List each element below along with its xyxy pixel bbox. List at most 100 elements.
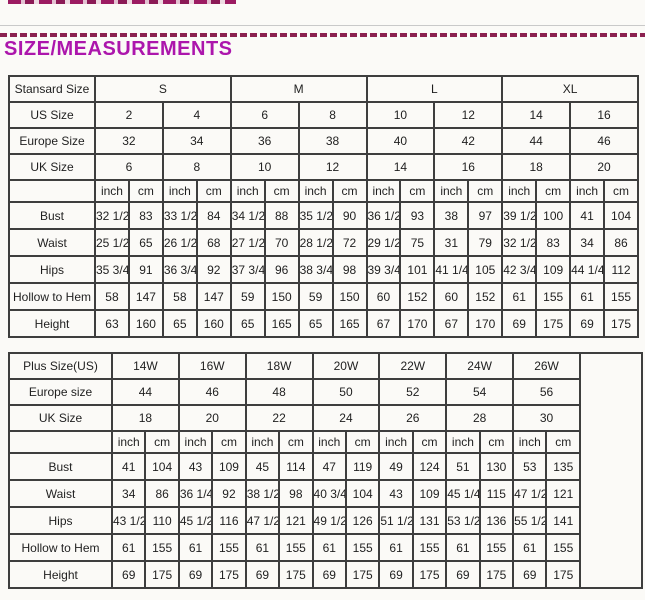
size-group-cell: 14W (111, 352, 180, 380)
measurement-value-cell: 61 (244, 533, 281, 562)
measurement-value-cell: 69 (569, 309, 606, 338)
measurement-value-cell: 114 (278, 452, 314, 481)
measurement-value-cell: 38 3/4 (297, 255, 334, 284)
measurement-value-cell: 96 (263, 255, 300, 284)
measurement-value-cell: 47 1/2 (512, 479, 548, 508)
measurement-value-cell: 155 (603, 282, 639, 311)
measurement-value-cell: 100 (535, 201, 572, 230)
size-value-cell: 50 (311, 378, 381, 406)
measurement-value-cell: 36 1/4 (177, 479, 214, 508)
measurement-value-cell: 47 1/2 (244, 506, 281, 535)
size-value-cell: 20 (177, 404, 247, 432)
measurement-value-cell: 53 1/2 (445, 506, 481, 535)
measurement-value-cell: 91 (127, 255, 164, 284)
unit-cell: inch (512, 430, 548, 454)
measurement-value-cell: 69 (501, 309, 538, 338)
measurement-value-cell: 65 (161, 309, 198, 338)
size-value-cell: 20 (569, 153, 639, 181)
row-label: Europe Size (8, 127, 96, 155)
measurement-value-cell: 26 1/2 (161, 228, 198, 257)
row-label: Bust (8, 201, 96, 230)
row-label: US Size (8, 101, 96, 129)
measurement-value-cell: 175 (603, 309, 639, 338)
measurement-value-cell: 105 (467, 255, 504, 284)
size-value-cell: 6 (229, 101, 300, 129)
size-value-cell: 18 (111, 404, 180, 432)
size-value-cell: 18 (501, 153, 572, 181)
measurement-value-cell: 69 (110, 560, 147, 589)
unit-cell: cm (478, 430, 515, 454)
measurement-value-cell: 175 (411, 560, 448, 589)
measurement-value-cell: 33 1/2 (161, 201, 198, 230)
measurement-value-cell: 175 (478, 560, 515, 589)
page-title: SIZE/MEASUREMENTS (4, 38, 233, 60)
measurement-value-cell: 51 (445, 452, 481, 481)
size-value-cell: 2 (94, 101, 164, 129)
measurement-value-cell: 92 (211, 479, 247, 508)
measurement-value-cell: 115 (478, 479, 515, 508)
measurement-value-cell: 58 (94, 282, 130, 311)
measurement-value-cell: 32 1/2 (501, 228, 538, 257)
unit-cell: cm (263, 179, 300, 203)
measurement-value-cell: 155 (411, 533, 448, 562)
measurement-value-cell: 68 (195, 228, 232, 257)
measurement-value-cell: 155 (344, 533, 381, 562)
size-value-cell: 48 (244, 378, 314, 406)
measurement-value-cell: 36 1/2 (365, 201, 402, 230)
measurement-value-cell: 150 (263, 282, 300, 311)
measurement-value-cell: 41 (110, 452, 147, 481)
unit-cell: cm (195, 179, 232, 203)
row-label: Bust (8, 452, 113, 481)
divider-hairline (0, 25, 645, 26)
empty-cell (579, 352, 643, 589)
measurement-value-cell: 60 (365, 282, 402, 311)
measurement-value-cell: 104 (603, 201, 639, 230)
measurement-value-cell: 69 (378, 560, 414, 589)
measurement-value-cell: 155 (478, 533, 515, 562)
row-label: Hollow to Hem (8, 533, 113, 562)
unit-cell: cm (411, 430, 448, 454)
size-group-cell: 26W (512, 352, 581, 380)
measurement-value-cell: 28 1/2 (297, 228, 334, 257)
size-value-cell: 34 (161, 127, 232, 155)
unit-cell: cm (211, 430, 247, 454)
measurement-value-cell: 45 (244, 452, 281, 481)
measurement-value-cell: 147 (127, 282, 164, 311)
measurement-value-cell: 90 (331, 201, 368, 230)
row-label: Hips (8, 255, 96, 284)
measurement-value-cell: 49 1/2 (311, 506, 347, 535)
size-value-cell: 28 (445, 404, 515, 432)
size-value-cell: 6 (94, 153, 164, 181)
size-group-cell: 18W (244, 352, 314, 380)
measurement-value-cell: 109 (211, 452, 247, 481)
measurement-value-cell: 61 (378, 533, 414, 562)
measurement-value-cell: 92 (195, 255, 232, 284)
measurement-value-cell: 65 (229, 309, 266, 338)
measurement-value-cell: 131 (411, 506, 448, 535)
cut-off-text-fragment (8, 0, 236, 4)
measurement-value-cell: 45 1/4 (445, 479, 481, 508)
measurement-value-cell: 59 (229, 282, 266, 311)
size-value-cell: 12 (433, 101, 504, 129)
size-value-cell: 4 (161, 101, 232, 129)
size-value-cell: 26 (378, 404, 448, 432)
measurement-value-cell: 150 (331, 282, 368, 311)
measurement-value-cell: 170 (399, 309, 436, 338)
unit-cell: cm (535, 179, 572, 203)
measurement-value-cell: 41 1/4 (433, 255, 470, 284)
unit-cell: inch (244, 430, 281, 454)
size-value-cell: 22 (244, 404, 314, 432)
measurement-value-cell: 175 (344, 560, 381, 589)
measurement-value-cell: 39 3/4 (365, 255, 402, 284)
measurement-value-cell: 49 (378, 452, 414, 481)
size-value-cell: 44 (501, 127, 572, 155)
row-label: Hollow to Hem (8, 282, 96, 311)
measurement-value-cell: 47 (311, 452, 347, 481)
measurement-value-cell: 175 (211, 560, 247, 589)
measurement-value-cell: 109 (535, 255, 572, 284)
measurement-value-cell: 126 (344, 506, 381, 535)
measurement-value-cell: 55 1/2 (512, 506, 548, 535)
row-label: Europe size (8, 378, 113, 406)
measurement-value-cell: 152 (467, 282, 504, 311)
measurement-value-cell: 38 (433, 201, 470, 230)
